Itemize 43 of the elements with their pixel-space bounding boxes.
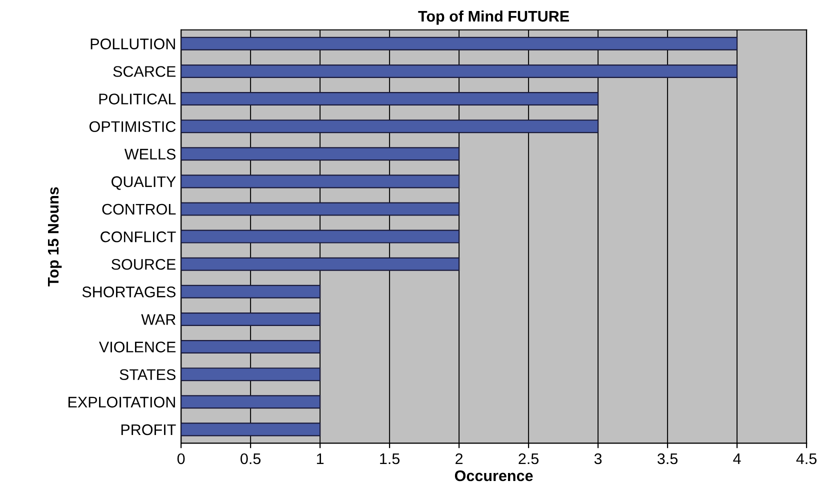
bar [181,284,321,298]
y-axis-title: Top 15 Nouns [48,187,62,286]
x-tick-label: 0.5 [240,453,261,464]
bar [181,92,599,106]
x-axis-title: Occurence [454,470,533,482]
bar [181,340,321,354]
x-tick-label: 2.5 [518,453,539,464]
x-tick-label: 1.5 [380,454,400,464]
y-tick-label: CONFLICT [100,231,176,242]
bar [181,36,738,50]
y-tick-label: SOURCE [112,258,176,270]
x-tick-label: 0 [177,453,185,464]
y-tick-label: EXPLOITATION [68,396,175,408]
y-tick-label: STATES [120,369,176,380]
y-tick-label: POLLUTION [90,38,175,50]
y-tick-label: POLITICAL [99,94,176,104]
bar [181,395,321,409]
bar [181,64,738,78]
y-tick-label: WAR [141,314,176,325]
y-tick-label: CONTROL [102,204,176,215]
x-tick-label: 3.5 [658,453,678,464]
y-tick-label: WELLS [124,148,176,160]
bar [181,174,460,188]
y-tick-label: SCARCE [113,66,176,77]
x-tick-label: 3 [594,453,602,464]
x-tick-label: 2 [456,453,463,464]
x-tick-label: 4 [733,454,741,464]
x-tick-label: 4.5 [796,454,817,464]
y-tick-label: SHORTAGES [82,286,176,298]
bar [181,202,460,216]
bar [181,257,460,271]
bar [181,120,599,134]
bar [181,368,321,382]
y-tick-label: QUALITY [112,176,176,190]
y-tick-label: PROFIT [121,424,176,436]
bar [181,230,460,244]
bar [181,147,460,161]
bar [181,312,321,326]
y-tick-label: VIOLENCE [99,342,176,352]
y-tick-label: OPTIMISTIC [90,121,176,132]
x-tick-label: 1 [316,454,324,464]
chart-title: Top of Mind FUTURE [418,10,570,25]
bar [181,422,321,436]
